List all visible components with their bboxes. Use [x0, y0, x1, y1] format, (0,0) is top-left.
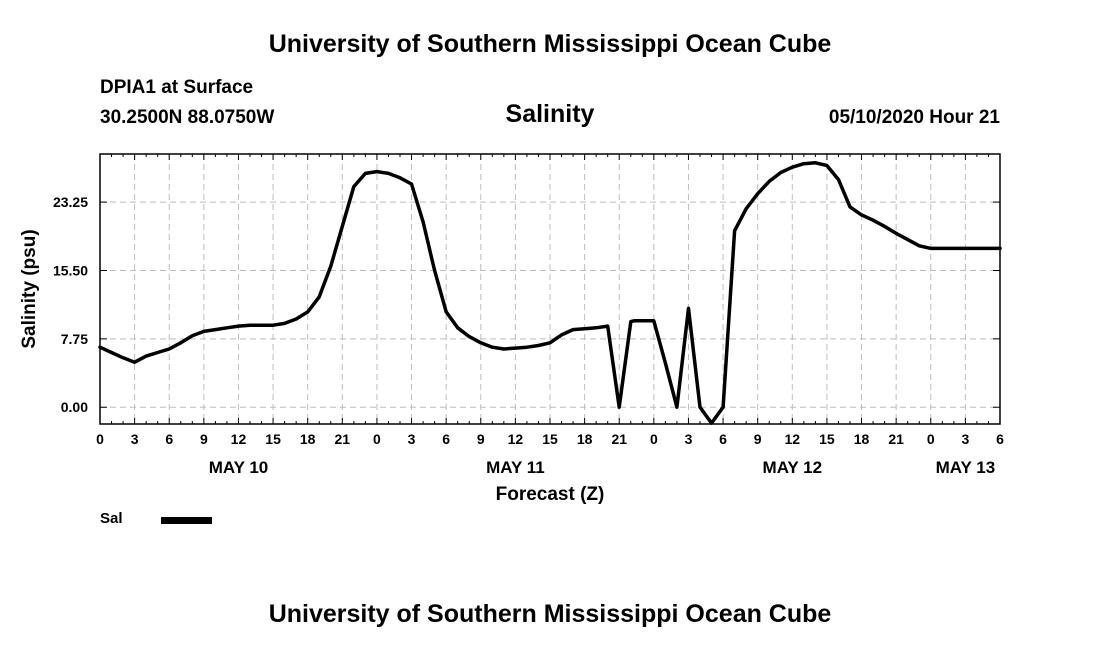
x-tick-label: 21: [611, 431, 627, 447]
x-tick-label: 3: [408, 431, 416, 447]
x-tick-label: 0: [650, 431, 658, 447]
x-tick-label: 12: [231, 431, 247, 447]
series-line-sal: [98, 161, 1002, 425]
x-tick-label: 9: [200, 431, 208, 447]
x-tick-label: 15: [819, 431, 835, 447]
x-tick-label: 6: [719, 431, 727, 447]
forecast-run-time: 05/10/2020 Hour 21: [828, 107, 1000, 128]
x-tick-label: 18: [300, 431, 316, 447]
x-tick-label: 9: [754, 431, 762, 447]
x-tick-label: 6: [442, 431, 450, 447]
x-tick-label: 12: [785, 431, 801, 447]
x-tick-label: 6: [165, 431, 173, 447]
legend-label: Sal: [100, 510, 123, 527]
x-tick-label: 15: [265, 431, 281, 447]
footer-title: University of Southern Mississippi Ocean…: [268, 600, 832, 628]
y-axis-title: Salinity (psu): [19, 229, 40, 348]
x-tick-label: 0: [373, 431, 381, 447]
page-title: University of Southern Mississippi Ocean…: [268, 30, 832, 58]
axis-ticks: [99, 154, 1001, 424]
series-layer: [98, 161, 1002, 425]
x-tick-label: 3: [685, 431, 693, 447]
x-tick-label: 6: [996, 431, 1004, 447]
y-tick-label: 7.75: [61, 331, 88, 347]
x-tick-label: 0: [96, 431, 104, 447]
x-tick-label: 18: [577, 431, 593, 447]
station-name: DPIA1 at Surface: [100, 77, 254, 98]
y-tick-label: 15.50: [53, 262, 88, 278]
station-coordinates: 30.2500N 88.0750W: [100, 107, 275, 128]
x-tick-label: 18: [854, 431, 870, 447]
y-tick-label: 23.25: [53, 194, 88, 210]
x-tick-label: 21: [888, 431, 904, 447]
x-tick-label: 15: [542, 431, 558, 447]
x-tick-label: 3: [131, 431, 139, 447]
x-tick-label: 12: [508, 431, 524, 447]
x-tick-label: 21: [335, 431, 351, 447]
day-label: MAY 12: [763, 458, 823, 477]
x-tick-label: 0: [927, 431, 935, 447]
chart-title: Salinity: [505, 100, 595, 128]
grid-lines: [100, 154, 1000, 424]
day-label: MAY 13: [936, 458, 996, 477]
x-axis-title: Forecast (Z): [496, 484, 605, 505]
legend-swatch: [161, 517, 212, 524]
axis-labels: 0 3 6 9 12 15 18 21 0 3 6 9 12 15 18 21 0 3 6 9 12 15 18 21 0 3 6 0…: [53, 194, 1004, 477]
x-tick-label: 9: [477, 431, 485, 447]
day-label: MAY 10: [209, 458, 269, 477]
x-tick-label: 3: [961, 431, 969, 447]
y-tick-label: 0.00: [61, 399, 88, 415]
day-label: MAY 11: [486, 458, 545, 477]
